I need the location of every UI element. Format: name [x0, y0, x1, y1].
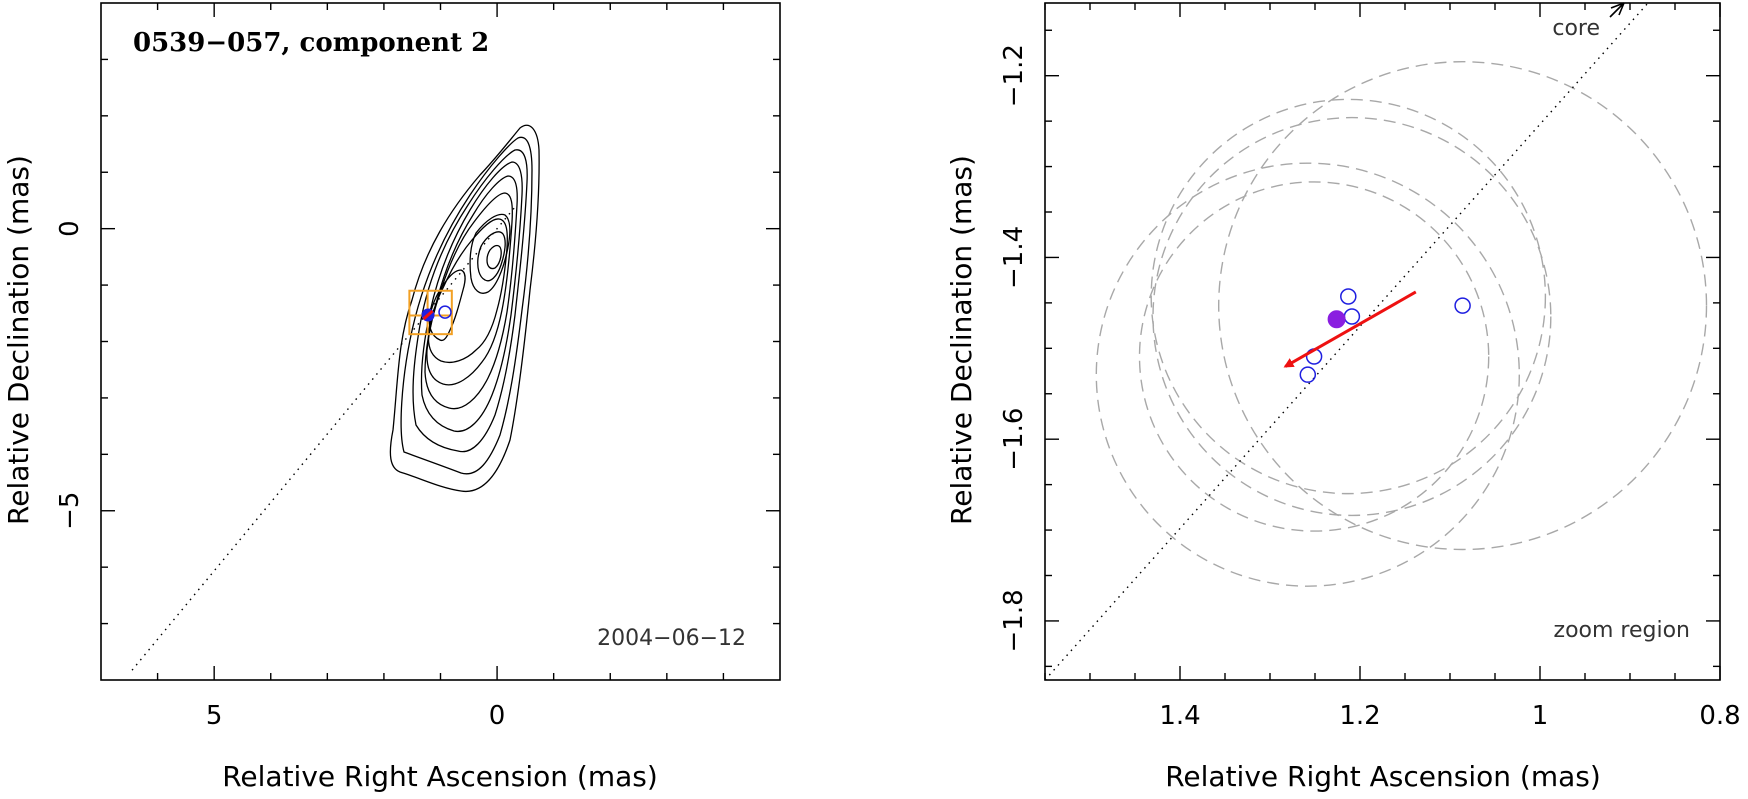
- contour-level-4: [420, 161, 523, 432]
- contour-level-10: [477, 231, 506, 282]
- right-x-tick-label: 0.8: [1699, 701, 1740, 731]
- right-x-tick-label: 1: [1532, 701, 1549, 731]
- left-panel-title: 0539−057, component 2: [133, 28, 489, 58]
- contour-level-9: [469, 213, 511, 294]
- zoom-region-label: zoom region: [1554, 618, 1690, 643]
- epoch-position-point: [1299, 366, 1317, 383]
- right-y-tick-label: −1.4: [999, 226, 1029, 289]
- contour-level-11: [486, 244, 502, 270]
- uncertainty-circle: [1217, 61, 1708, 551]
- left-axis-ticks: 5 0 0 −5: [55, 3, 780, 731]
- left-y-tick-label: 0: [55, 220, 85, 237]
- component-positions: [1299, 288, 1471, 383]
- right-y-tick-label: −1.6: [999, 408, 1029, 471]
- uncertainty-circle: [1138, 181, 1490, 532]
- epoch-position-point: [1343, 308, 1361, 325]
- velocity-arrow: [1283, 290, 1417, 368]
- uncertainty-circles: [1095, 61, 1708, 587]
- left-y-axis-label: Relative Declination (mas): [2, 155, 35, 525]
- observation-date: 2004−06−12: [597, 626, 746, 651]
- right-y-axis-label: Relative Declination (mas): [945, 155, 978, 525]
- uncertainty-circle: [1152, 116, 1552, 517]
- left-panel: 5 0 0 −5 0539−057, component 2 2004−06−12 R…: [2, 2, 781, 793]
- left-x-axis-label: Relative Right Ascension (mas): [222, 760, 658, 793]
- right-plot-frame: [1044, 2, 1721, 681]
- right-panel: 1.4 1.2 1 0.8 −1.2 −1.4 −1.6 −1.8 core zoom reg…: [945, 2, 1741, 793]
- right-x-tick-label: 1.4: [1159, 701, 1200, 731]
- component-velocity-arrow: [422, 309, 434, 321]
- core-direction-arrowhead: [1609, 2, 1625, 18]
- right-y-tick-label: −1.8: [999, 589, 1029, 652]
- mean-position-point: [1327, 310, 1346, 329]
- uncertainty-circle: [1150, 98, 1547, 495]
- left-y-tick-label: −5: [55, 492, 85, 530]
- contour-map: [389, 124, 540, 493]
- uncertainty-circle: [1095, 162, 1521, 587]
- contour-level-3: [412, 149, 528, 453]
- right-x-axis-label: Relative Right Ascension (mas): [1165, 760, 1601, 793]
- zoom-region-box: [408, 289, 453, 336]
- contour-level-1: [389, 124, 540, 493]
- right-x-tick-label: 1.2: [1339, 701, 1380, 731]
- left-x-tick-label: 5: [206, 701, 223, 731]
- epoch-position-point: [1454, 297, 1471, 314]
- left-core-direction-line: [128, 207, 515, 674]
- contour-level-2: [400, 136, 533, 475]
- component-epoch-marker: [438, 305, 452, 319]
- right-axis-ticks: 1.4 1.2 1 0.8 −1.2 −1.4 −1.6 −1.8: [999, 3, 1741, 731]
- epoch-position-point: [1340, 288, 1357, 305]
- left-x-tick-label: 0: [489, 701, 506, 731]
- right-core-direction-line: [1045, 3, 1649, 680]
- left-plot-frame: [100, 2, 781, 681]
- core-label: core: [1552, 16, 1600, 41]
- right-y-tick-label: −1.2: [999, 44, 1029, 107]
